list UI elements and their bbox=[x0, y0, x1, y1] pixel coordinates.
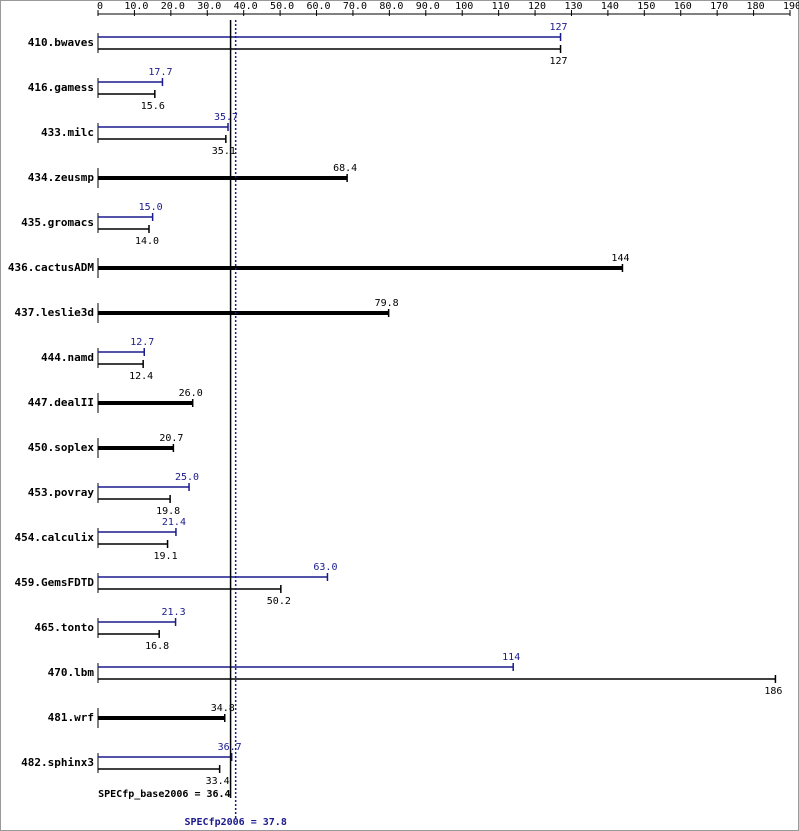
x-tick-label: 80.0 bbox=[379, 1, 403, 12]
value-label: 14.0 bbox=[135, 236, 159, 247]
category-label: 416.gamess bbox=[28, 81, 94, 94]
value-label: 144 bbox=[611, 253, 629, 264]
value-label: 15.6 bbox=[141, 101, 165, 112]
category-label: 454.calculix bbox=[15, 531, 95, 544]
category-label: 453.povray bbox=[28, 486, 95, 499]
category-label: 482.sphinx3 bbox=[21, 756, 94, 769]
value-label: 21.4 bbox=[162, 517, 186, 528]
category-label: 470.lbm bbox=[48, 666, 95, 679]
value-label: 15.0 bbox=[139, 202, 163, 213]
value-label: 20.7 bbox=[159, 433, 183, 444]
value-label: 19.8 bbox=[156, 506, 180, 517]
value-label: 36.7 bbox=[218, 742, 242, 753]
x-tick-label: 10.0 bbox=[124, 1, 148, 12]
category-label: 437.leslie3d bbox=[15, 306, 94, 319]
value-label: 127 bbox=[550, 22, 568, 33]
category-label: 435.gromacs bbox=[21, 216, 94, 229]
category-label: 465.tonto bbox=[34, 621, 94, 634]
category-label: 450.soplex bbox=[28, 441, 95, 454]
x-tick-label: 140 bbox=[601, 1, 619, 12]
value-label: 127 bbox=[550, 56, 568, 67]
reference-label: SPECfp_base2006 = 36.4 bbox=[98, 789, 230, 800]
reference-label: SPECfp2006 = 37.8 bbox=[184, 817, 286, 828]
value-label: 25.0 bbox=[175, 472, 199, 483]
value-label: 186 bbox=[764, 686, 782, 697]
value-label: 12.4 bbox=[129, 371, 153, 382]
category-label: 436.cactusADM bbox=[8, 261, 94, 274]
value-label: 21.3 bbox=[162, 607, 186, 618]
x-tick-label: 40.0 bbox=[234, 1, 258, 12]
value-label: 26.0 bbox=[179, 388, 203, 399]
value-label: 16.8 bbox=[145, 641, 169, 652]
x-tick-label: 110 bbox=[492, 1, 510, 12]
x-tick-label: 100 bbox=[455, 1, 473, 12]
x-tick-label: 120 bbox=[528, 1, 546, 12]
value-label: 35.1 bbox=[212, 146, 236, 157]
category-label: 447.dealII bbox=[28, 396, 94, 409]
value-label: 35.7 bbox=[214, 112, 238, 123]
x-tick-label: 30.0 bbox=[197, 1, 221, 12]
x-tick-label: 170 bbox=[710, 1, 728, 12]
category-label: 444.namd bbox=[41, 351, 94, 364]
x-tick-label: 60.0 bbox=[306, 1, 330, 12]
value-label: 17.7 bbox=[148, 67, 172, 78]
value-label: 33.4 bbox=[206, 776, 230, 787]
value-label: 19.1 bbox=[154, 551, 178, 562]
category-label: 481.wrf bbox=[48, 711, 94, 724]
value-label: 34.8 bbox=[211, 703, 235, 714]
x-tick-label: 190 bbox=[783, 1, 799, 12]
value-label: 63.0 bbox=[313, 562, 337, 573]
value-label: 79.8 bbox=[375, 298, 399, 309]
x-tick-label: 90.0 bbox=[416, 1, 440, 12]
x-tick-label: 50.0 bbox=[270, 1, 294, 12]
category-label: 434.zeusmp bbox=[28, 171, 95, 184]
x-tick-label: 130 bbox=[564, 1, 582, 12]
category-label: 410.bwaves bbox=[28, 36, 94, 49]
x-tick-label: 70.0 bbox=[343, 1, 367, 12]
x-tick-label: 180 bbox=[747, 1, 765, 12]
value-label: 50.2 bbox=[267, 596, 291, 607]
x-tick-label: 150 bbox=[637, 1, 655, 12]
x-tick-label: 0 bbox=[97, 1, 103, 12]
category-label: 433.milc bbox=[41, 126, 94, 139]
value-label: 114 bbox=[502, 652, 520, 663]
value-label: 12.7 bbox=[130, 337, 154, 348]
x-tick-label: 160 bbox=[674, 1, 692, 12]
category-label: 459.GemsFDTD bbox=[15, 576, 95, 589]
x-tick-label: 20.0 bbox=[161, 1, 185, 12]
value-label: 68.4 bbox=[333, 163, 357, 174]
